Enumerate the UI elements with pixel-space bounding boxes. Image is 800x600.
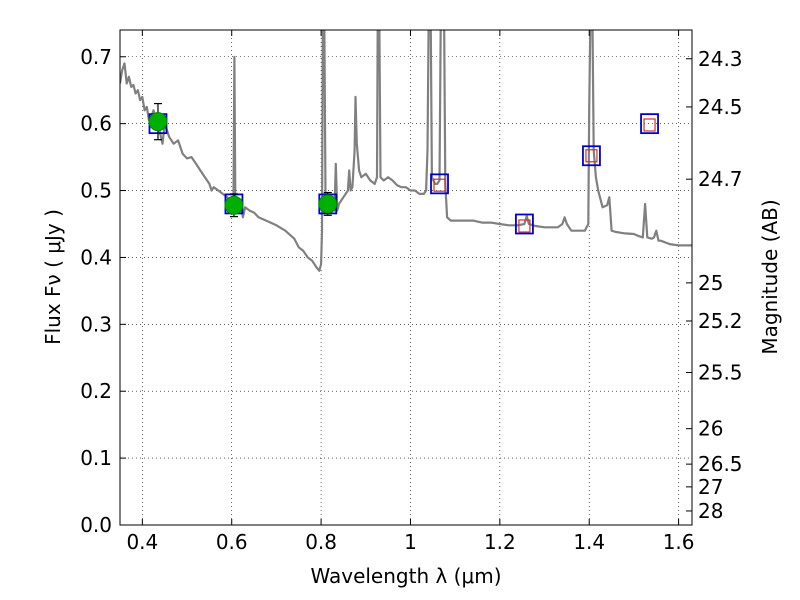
right-tick-label: 25 bbox=[698, 271, 723, 295]
y-tick-label: 0.3 bbox=[80, 312, 112, 336]
x-tick-label: 0.8 bbox=[305, 530, 337, 554]
y-tick-label: 0.0 bbox=[80, 513, 112, 537]
spectrum-group bbox=[120, 30, 692, 272]
right-tick-label: 25.2 bbox=[698, 309, 743, 333]
small-square-marker bbox=[518, 219, 531, 233]
x-tick-label: 1.4 bbox=[573, 530, 605, 554]
right-tick-label: 24.7 bbox=[698, 167, 743, 191]
observed-point-marker bbox=[148, 112, 168, 132]
x-tick-label: 0.4 bbox=[126, 530, 158, 554]
y-axis-label: Flux Fν ( μJy ) bbox=[41, 209, 65, 345]
right-tick-label: 27 bbox=[698, 475, 723, 499]
y-tick-label: 0.4 bbox=[80, 245, 112, 269]
markers-group bbox=[148, 102, 659, 235]
y-tick-label: 0.1 bbox=[80, 446, 112, 470]
x-axis-ticks: 0.4 0.6 0.8 1 1.2 1.4 1.6 bbox=[126, 30, 695, 554]
y-tick-label: 0.6 bbox=[80, 112, 112, 136]
observed-point-marker bbox=[318, 194, 338, 214]
grid-lines bbox=[120, 30, 692, 526]
model-square-marker bbox=[582, 145, 601, 167]
x-tick-label: 1.6 bbox=[663, 530, 695, 554]
model-square-marker bbox=[430, 173, 449, 195]
x-axis-label: Wavelength λ (μm) bbox=[310, 564, 501, 588]
x-tick-label: 1 bbox=[404, 530, 417, 554]
observed-point-marker bbox=[224, 195, 244, 215]
right-tick-label: 25.5 bbox=[698, 360, 743, 384]
right-tick-label: 28 bbox=[698, 499, 723, 523]
x-tick-label: 1.2 bbox=[484, 530, 516, 554]
model-square-marker bbox=[515, 213, 534, 235]
model-square-marker bbox=[640, 113, 659, 135]
small-square-marker bbox=[433, 178, 446, 192]
right-axis-label: Magnitude (AB) bbox=[758, 199, 782, 354]
plot-frame bbox=[119, 29, 693, 526]
small-square-marker bbox=[585, 149, 598, 163]
right-tick-label: 26.5 bbox=[698, 452, 743, 476]
spectrum-line bbox=[120, 30, 692, 272]
y-tick-label: 0.5 bbox=[80, 179, 112, 203]
x-tick-label: 0.6 bbox=[216, 530, 248, 554]
right-tick-label: 24.3 bbox=[698, 47, 743, 71]
y-tick-label: 0.2 bbox=[80, 379, 112, 403]
y-axis-ticks: 0.0 0.1 0.2 0.3 0.4 0.5 0.6 0.7 bbox=[80, 45, 126, 537]
small-square-marker bbox=[643, 118, 656, 132]
y-tick-label: 0.7 bbox=[80, 45, 112, 69]
right-tick-label: 24.5 bbox=[698, 95, 743, 119]
right-tick-label: 26 bbox=[698, 417, 723, 441]
